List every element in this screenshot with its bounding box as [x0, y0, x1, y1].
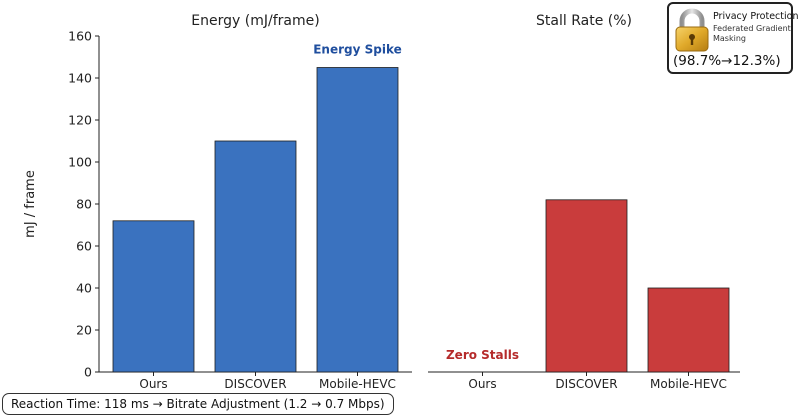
privacy-subtitle: Federated Gradient Masking	[713, 24, 791, 43]
bar	[214, 140, 297, 373]
padlock-icon	[675, 8, 709, 52]
y-tick-label: 60	[76, 239, 92, 254]
bar	[112, 220, 195, 373]
x-tick-label: Ours	[139, 377, 167, 391]
chart-title: Stall Rate (%)	[536, 13, 632, 29]
x-tick-label: DISCOVER	[555, 377, 617, 391]
privacy-value: (98.7%→12.3%)	[673, 53, 781, 69]
y-tick-label: 80	[76, 197, 92, 212]
bar	[316, 67, 399, 373]
y-tick-label: 20	[76, 323, 92, 338]
y-tick-label: 140	[68, 71, 92, 86]
y-tick-label: 120	[68, 113, 92, 128]
x-tick-label: Mobile-HEVC	[650, 377, 727, 391]
privacy-badge: Privacy Protection Federated Gradient Ma…	[667, 2, 798, 74]
x-tick-label: DISCOVER	[224, 377, 286, 391]
y-tick-label: 100	[68, 155, 92, 170]
y-tick-label: 40	[76, 281, 92, 296]
y-tick-label: 0	[84, 365, 92, 380]
bar	[545, 199, 628, 373]
chart-title: Energy (mJ/frame)	[191, 13, 319, 29]
y-axis-label: mJ / frame	[23, 170, 38, 238]
x-tick-label: Mobile-HEVC	[319, 377, 396, 391]
privacy-title: Privacy Protection	[713, 11, 799, 22]
x-tick-label: Ours	[468, 377, 496, 391]
annotation-label: Energy Spike	[313, 43, 402, 57]
reaction-time-note: Reaction Time: 118 ms → Bitrate Adjustme…	[2, 393, 394, 415]
bar	[647, 287, 730, 373]
y-tick-label: 160	[68, 29, 92, 44]
annotation-label: Zero Stalls	[446, 348, 519, 362]
